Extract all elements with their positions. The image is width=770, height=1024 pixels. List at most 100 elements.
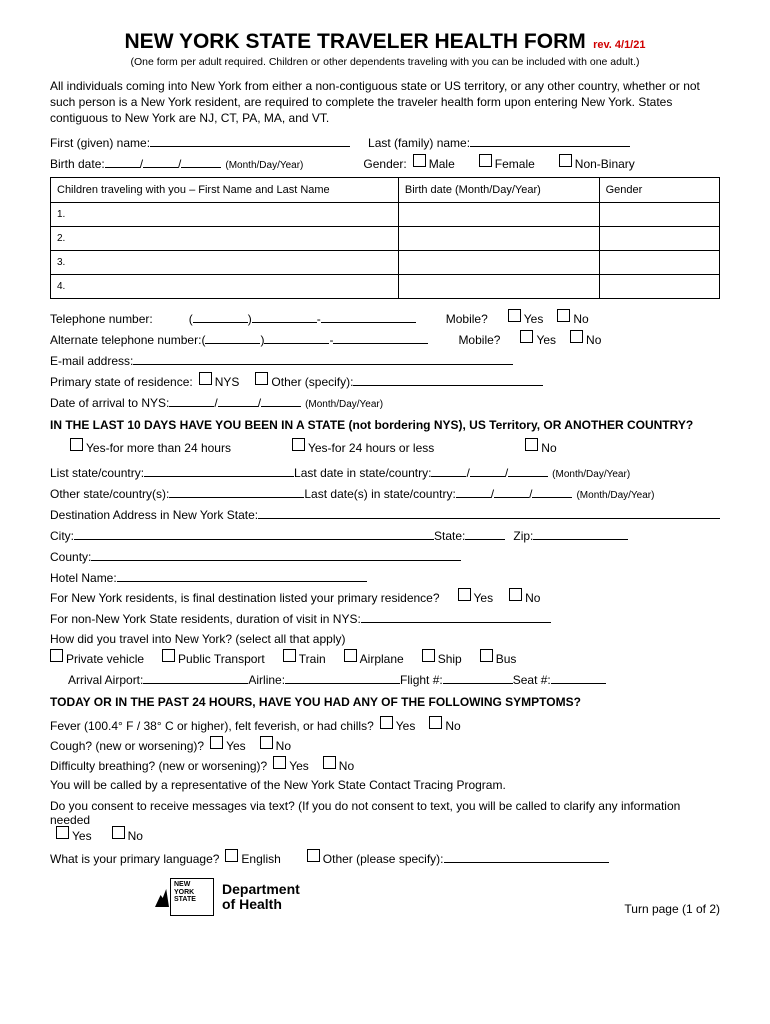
fever-yes-checkbox[interactable] [380,716,393,729]
dest-address-input[interactable] [258,505,720,519]
arrival-date-label: Date of arrival to NYS: [50,396,169,410]
email-input[interactable] [133,351,513,365]
birthdate-label: Birth date: [50,157,105,171]
residence-other-input[interactable] [353,372,543,386]
travel-mode-label: How did you travel into New York? (selec… [50,632,345,646]
alt-mobile-yes-checkbox[interactable] [520,330,533,343]
breathing-no-checkbox[interactable] [323,756,336,769]
primary-residence-label: Primary state of residence: [50,375,193,389]
alt-mobile-no-checkbox[interactable] [570,330,583,343]
female-label: Female [495,157,535,171]
cough-yes-checkbox[interactable] [210,736,223,749]
altphone-ex-input[interactable] [264,330,329,344]
alt-mobile-label: Mobile? [458,333,500,347]
private-vehicle-checkbox[interactable] [50,649,63,662]
city-label: City: [50,529,74,543]
flight-input[interactable] [443,670,513,684]
airplane-checkbox[interactable] [344,649,357,662]
section-10days-heading: IN THE LAST 10 DAYS HAVE YOU BEEN IN A S… [50,418,720,434]
subtitle: (One form per adult required. Children o… [50,56,720,68]
no-travel-checkbox[interactable] [525,438,538,451]
arrival-month-input[interactable] [169,393,214,407]
fever-label: Fever (100.4° F / 38° C or higher), felt… [50,719,374,733]
last-date-state-label: Last date in state/country: [294,466,431,480]
first-name-label: First (given) name: [50,136,150,150]
altphone-area-input[interactable] [205,330,260,344]
consent-no-checkbox[interactable] [112,826,125,839]
other-state-label: Other state/country(s): [50,487,169,501]
breathing-label: Difficulty breathing? (new or worsening)… [50,759,267,773]
ship-checkbox[interactable] [422,649,435,662]
other-state-input[interactable] [169,484,304,498]
lang-other-checkbox[interactable] [307,849,320,862]
arrival-year-input[interactable] [261,393,301,407]
mdy-hint: (Month/Day/Year) [225,160,303,171]
contact-tracing-note: You will be called by a representative o… [50,777,720,793]
nonbinary-label: Non-Binary [575,157,635,171]
fever-no-checkbox[interactable] [429,716,442,729]
lang-english-checkbox[interactable] [225,849,238,862]
child-row-1[interactable]: 1. [51,202,399,226]
children-table: Children traveling with you – First Name… [50,177,720,299]
arrival-day-input[interactable] [218,393,258,407]
seat-input[interactable] [551,670,606,684]
cough-label: Cough? (new or worsening)? [50,739,204,753]
yes-more24-checkbox[interactable] [70,438,83,451]
cough-no-checkbox[interactable] [260,736,273,749]
mobile-no-checkbox[interactable] [557,309,570,322]
breathing-yes-checkbox[interactable] [273,756,286,769]
birth-day-input[interactable] [143,154,178,168]
gender-nonbinary-checkbox[interactable] [559,154,572,167]
first-name-input[interactable] [150,133,350,147]
last-name-input[interactable] [470,133,630,147]
list-state-input[interactable] [144,463,294,477]
residence-nys-checkbox[interactable] [199,372,212,385]
county-label: County: [50,550,91,564]
revision-label: rev. 4/1/21 [593,39,645,51]
dept-line2: of Health [222,897,300,912]
alt-telephone-label: Alternate telephone number: [50,333,201,347]
lang-other-input[interactable] [444,849,609,863]
city-input[interactable] [74,526,434,540]
hotel-input[interactable] [117,568,367,582]
hotel-label: Hotel Name: [50,571,117,585]
public-transport-checkbox[interactable] [162,649,175,662]
children-gender-header: Gender [599,177,719,202]
bus-checkbox[interactable] [480,649,493,662]
train-checkbox[interactable] [283,649,296,662]
residence-other-checkbox[interactable] [255,372,268,385]
arrival-airport-label: Arrival Airport: [68,673,143,687]
gender-male-checkbox[interactable] [413,154,426,167]
arrival-airport-input[interactable] [143,670,248,684]
phone-ex-input[interactable] [252,309,317,323]
dept-line1: Department [222,882,300,897]
email-label: E-mail address: [50,354,133,368]
duration-input[interactable] [361,609,551,623]
child-row-4[interactable]: 4. [51,274,399,298]
altphone-num-input[interactable] [333,330,428,344]
child-row-3[interactable]: 3. [51,250,399,274]
list-state-label: List state/country: [50,466,144,480]
birth-month-input[interactable] [105,154,140,168]
phone-area-input[interactable] [193,309,248,323]
primary-res-no-checkbox[interactable] [509,588,522,601]
airline-input[interactable] [285,670,400,684]
consent-text-label: Do you consent to receive messages via t… [50,799,720,827]
department-logo: NEW YORK STATE Department of Health [170,878,300,916]
primary-res-yes-checkbox[interactable] [458,588,471,601]
intro-paragraph: All individuals coming into New York fro… [50,78,720,127]
gender-female-checkbox[interactable] [479,154,492,167]
consent-yes-checkbox[interactable] [56,826,69,839]
section-symptoms-heading: TODAY OR IN THE PAST 24 HOURS, HAVE YOU … [50,695,720,711]
mobile-yes-checkbox[interactable] [508,309,521,322]
airline-label: Airline: [248,673,285,687]
male-label: Male [429,157,455,171]
county-input[interactable] [91,547,461,561]
zip-input[interactable] [533,526,628,540]
phone-num-input[interactable] [321,309,416,323]
zip-label: Zip: [513,529,533,543]
birth-year-input[interactable] [181,154,221,168]
state-input[interactable] [465,526,505,540]
yes-less24-checkbox[interactable] [292,438,305,451]
child-row-2[interactable]: 2. [51,226,399,250]
